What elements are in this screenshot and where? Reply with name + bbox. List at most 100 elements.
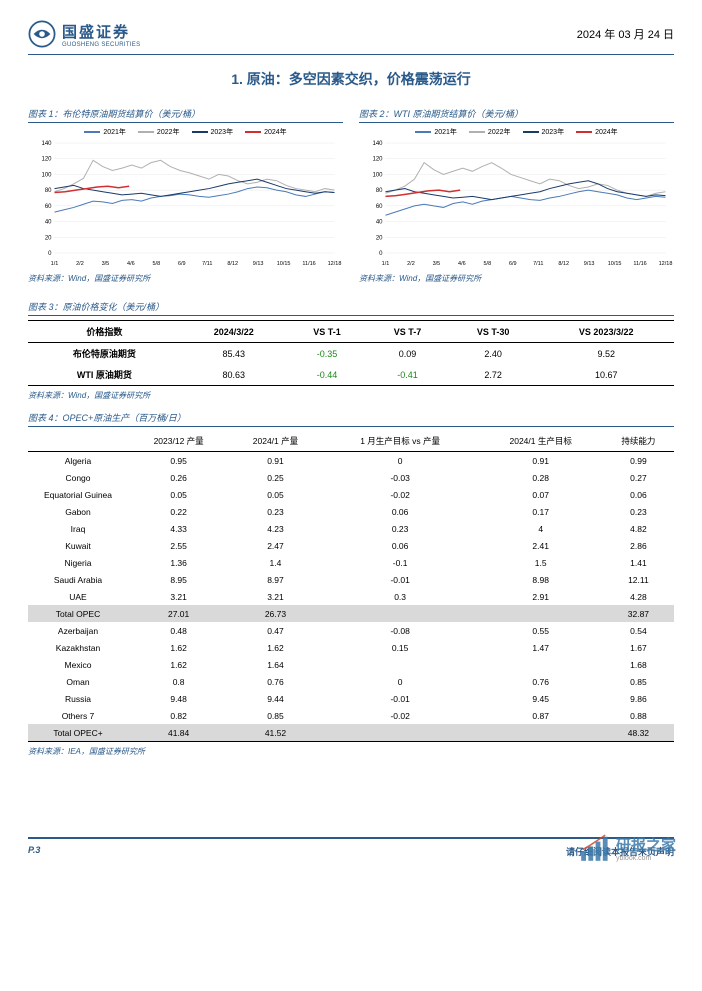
page-number: P.3 bbox=[28, 845, 40, 855]
table-cell bbox=[322, 724, 479, 742]
svg-text:6/9: 6/9 bbox=[509, 261, 517, 267]
table-cell: Total OPEC+ bbox=[28, 724, 128, 742]
table-cell: 1.5 bbox=[479, 554, 603, 571]
table-cell: 2.91 bbox=[479, 588, 603, 605]
legend-item: 2023年 bbox=[192, 127, 234, 137]
table-cell: 0.3 bbox=[322, 588, 479, 605]
table-cell: 0.76 bbox=[479, 673, 603, 690]
table-cell: 85.43 bbox=[181, 343, 287, 365]
table-3-source: 资料来源：Wind，国盛证券研究所 bbox=[28, 390, 674, 401]
legend-item: 2024年 bbox=[245, 127, 287, 137]
table-header: VS 2023/3/22 bbox=[538, 321, 674, 343]
table-cell: Kuwait bbox=[28, 537, 128, 554]
table-row: Congo0.260.25-0.030.280.27 bbox=[28, 469, 674, 486]
table-header: 1 月生产目标 vs 产量 bbox=[322, 431, 479, 452]
table-cell: 0.27 bbox=[603, 469, 674, 486]
table-cell: 0.8 bbox=[128, 673, 229, 690]
table-cell: 0.06 bbox=[322, 537, 479, 554]
table-cell: 0.09 bbox=[367, 343, 447, 365]
table-cell: Total OPEC bbox=[28, 605, 128, 622]
table-cell: 1.64 bbox=[229, 656, 321, 673]
table-cell: Azerbaijan bbox=[28, 622, 128, 639]
svg-text:3/5: 3/5 bbox=[433, 261, 441, 267]
table-header: 价格指数 bbox=[28, 321, 181, 343]
chart-2: 图表 2：WTI 原油期货结算价（美元/桶） 2021年2022年2023年20… bbox=[359, 107, 674, 294]
table-header: VS T-7 bbox=[367, 321, 447, 343]
table-cell: Gabon bbox=[28, 503, 128, 520]
table-row: Total OPEC27.0126.7332.87 bbox=[28, 605, 674, 622]
charts-row: 图表 1：布伦特原油期货结算价（美元/桶） 2021年2022年2023年202… bbox=[28, 107, 674, 294]
table-cell: 2.47 bbox=[229, 537, 321, 554]
table-cell: 0.76 bbox=[229, 673, 321, 690]
table-cell: 1.62 bbox=[128, 656, 229, 673]
svg-text:100: 100 bbox=[372, 172, 383, 178]
table-cell: -0.02 bbox=[322, 486, 479, 503]
table-cell: 9.86 bbox=[603, 690, 674, 707]
table-header: 2023/12 产量 bbox=[128, 431, 229, 452]
table-cell bbox=[479, 605, 603, 622]
table-cell: 4.23 bbox=[229, 520, 321, 537]
logo-text-cn: 国盛证券 bbox=[62, 21, 140, 42]
svg-text:4/6: 4/6 bbox=[127, 261, 135, 267]
svg-text:2/2: 2/2 bbox=[407, 261, 415, 267]
svg-text:11/16: 11/16 bbox=[302, 261, 315, 267]
table-header: VS T-30 bbox=[448, 321, 539, 343]
table-cell: 9.52 bbox=[538, 343, 674, 365]
svg-text:120: 120 bbox=[372, 157, 383, 163]
table-cell: 1.62 bbox=[128, 639, 229, 656]
table-cell: 4.28 bbox=[603, 588, 674, 605]
table-cell: 0.28 bbox=[479, 469, 603, 486]
table-header: VS T-1 bbox=[287, 321, 367, 343]
svg-text:7/11: 7/11 bbox=[202, 261, 212, 267]
table-cell: 1.47 bbox=[479, 639, 603, 656]
table-cell: 80.63 bbox=[181, 364, 287, 386]
table-row: Total OPEC+41.8441.5248.32 bbox=[28, 724, 674, 742]
table-cell: 2.86 bbox=[603, 537, 674, 554]
table-cell: 0.23 bbox=[229, 503, 321, 520]
company-logo-icon bbox=[28, 20, 56, 48]
svg-text:20: 20 bbox=[376, 235, 383, 241]
table-cell: Equatorial Guinea bbox=[28, 486, 128, 503]
table-cell: 0.06 bbox=[322, 503, 479, 520]
watermark-en: yblook.com bbox=[616, 855, 676, 862]
table-cell: 2.55 bbox=[128, 537, 229, 554]
table-row: Nigeria1.361.4-0.11.51.41 bbox=[28, 554, 674, 571]
table-row: Others 70.820.85-0.020.870.88 bbox=[28, 707, 674, 724]
table-header: 2024/1 生产目标 bbox=[479, 431, 603, 452]
table-cell: 12.11 bbox=[603, 571, 674, 588]
svg-text:12/18: 12/18 bbox=[659, 261, 673, 267]
svg-text:7/11: 7/11 bbox=[533, 261, 543, 267]
table-cell: 0.91 bbox=[229, 452, 321, 470]
table-cell: Iraq bbox=[28, 520, 128, 537]
table-cell: Oman bbox=[28, 673, 128, 690]
table-cell: 0 bbox=[322, 452, 479, 470]
table-cell: 48.32 bbox=[603, 724, 674, 742]
svg-text:0: 0 bbox=[48, 251, 52, 257]
chart-1-title: 图表 1：布伦特原油期货结算价（美元/桶） bbox=[28, 107, 343, 123]
table-cell: 32.87 bbox=[603, 605, 674, 622]
svg-text:120: 120 bbox=[41, 157, 52, 163]
table-cell: 3.21 bbox=[229, 588, 321, 605]
table-cell: Russia bbox=[28, 690, 128, 707]
svg-text:9/13: 9/13 bbox=[584, 261, 595, 267]
chart-1-source: 资料来源：Wind，国盛证券研究所 bbox=[28, 273, 343, 284]
svg-text:60: 60 bbox=[376, 204, 383, 210]
svg-text:10/15: 10/15 bbox=[608, 261, 622, 267]
table-cell: Kazakhstan bbox=[28, 639, 128, 656]
table-row: Oman0.80.7600.760.85 bbox=[28, 673, 674, 690]
table-cell: 0.55 bbox=[479, 622, 603, 639]
table-cell: 1.68 bbox=[603, 656, 674, 673]
table-cell: 10.67 bbox=[538, 364, 674, 386]
table-row: Gabon0.220.230.060.170.23 bbox=[28, 503, 674, 520]
table-cell: 0 bbox=[322, 673, 479, 690]
table-row: Iraq4.334.230.2344.82 bbox=[28, 520, 674, 537]
page-header: 国盛证券 GUOSHENG SECURITIES 2024 年 03 月 24 … bbox=[28, 20, 674, 55]
logo-text-en: GUOSHENG SECURITIES bbox=[62, 42, 140, 48]
legend-item: 2022年 bbox=[469, 127, 511, 137]
svg-text:5/8: 5/8 bbox=[483, 261, 491, 267]
table-cell: 9.48 bbox=[128, 690, 229, 707]
table-cell: 0.23 bbox=[322, 520, 479, 537]
table-cell: 0.88 bbox=[603, 707, 674, 724]
table-cell: -0.01 bbox=[322, 571, 479, 588]
table-cell: Saudi Arabia bbox=[28, 571, 128, 588]
